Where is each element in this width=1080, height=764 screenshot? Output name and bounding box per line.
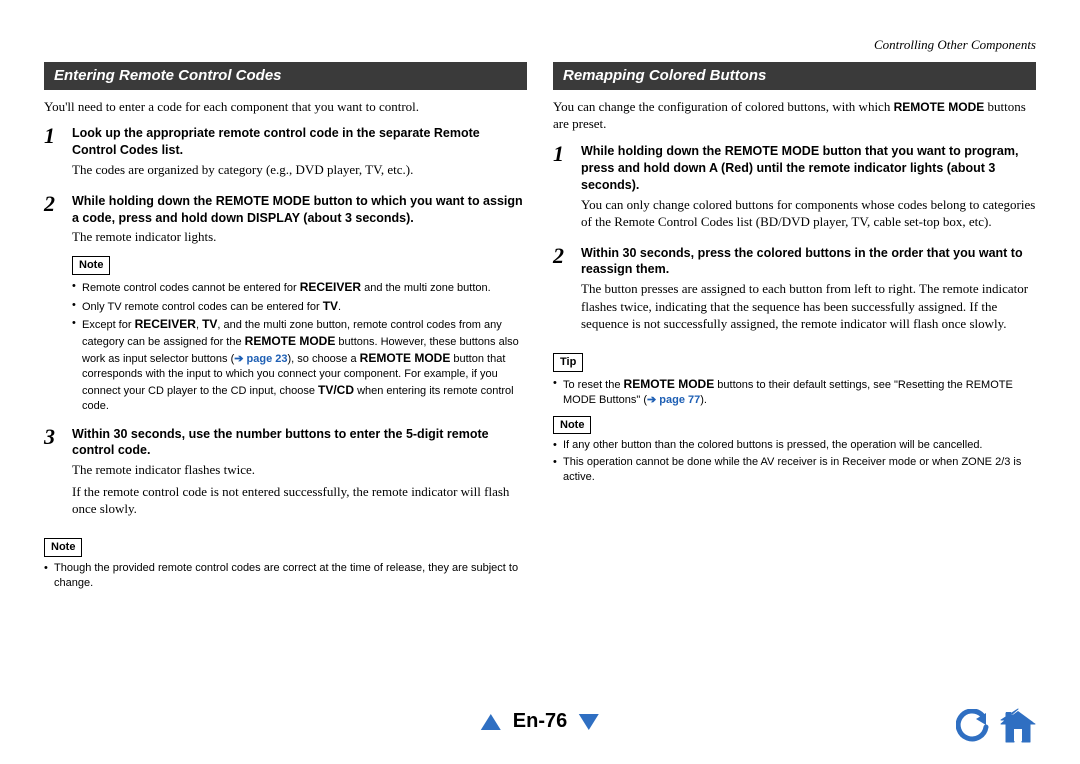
step-number: 3 [44, 426, 62, 522]
tip-list: To reset the REMOTE MODE buttons to thei… [553, 376, 1036, 408]
home-icon[interactable] [1000, 708, 1036, 744]
step-desc: The button presses are assigned to each … [581, 280, 1036, 333]
content-columns: Entering Remote Control Codes You'll nee… [44, 62, 1036, 593]
right-intro: You can change the configuration of colo… [553, 98, 1036, 133]
right-section-title: Remapping Colored Buttons [553, 62, 1036, 90]
pager: En-76 [481, 708, 599, 735]
step-title: Look up the appropriate remote control c… [72, 125, 527, 159]
step-title: While holding down the REMOTE MODE butto… [581, 143, 1036, 194]
chapter-title: Controlling Other Components [44, 36, 1036, 54]
left-intro: You'll need to enter a code for each com… [44, 98, 527, 116]
step-title: While holding down the REMOTE MODE butto… [72, 193, 527, 227]
next-page-icon[interactable] [579, 714, 599, 730]
step-desc: The remote indicator flashes twice. [72, 461, 527, 479]
note-item: This operation cannot be done while the … [553, 455, 1036, 485]
right-step-2: 2 Within 30 seconds, press the colored b… [553, 245, 1036, 337]
note-item: Though the provided remote control codes… [44, 561, 527, 591]
left-step-3: 3 Within 30 seconds, use the number butt… [44, 426, 527, 522]
step-number: 2 [44, 193, 62, 416]
right-step-1: 1 While holding down the REMOTE MODE but… [553, 143, 1036, 235]
tip-label: Tip [553, 353, 583, 372]
page-number: En-76 [513, 708, 567, 735]
step-desc: The codes are organized by category (e.g… [72, 161, 527, 179]
left-step-1: 1 Look up the appropriate remote control… [44, 125, 527, 182]
left-section-title: Entering Remote Control Codes [44, 62, 527, 90]
step-number: 2 [553, 245, 571, 337]
note-label: Note [44, 538, 82, 557]
footer-nav: En-76 [0, 708, 1080, 748]
left-column: Entering Remote Control Codes You'll nee… [44, 62, 527, 593]
note-label: Note [553, 416, 591, 435]
right-column: Remapping Colored Buttons You can change… [553, 62, 1036, 593]
note-list: Remote control codes cannot be entered f… [72, 279, 527, 414]
note-item: Remote control codes cannot be entered f… [72, 279, 527, 296]
step-title: Within 30 seconds, use the number button… [72, 426, 527, 460]
step-desc: The remote indicator lights. [72, 228, 527, 246]
step-number: 1 [553, 143, 571, 235]
note-label: Note [72, 256, 110, 275]
back-icon[interactable] [956, 709, 990, 743]
note-item: Only TV remote control codes can be ente… [72, 298, 527, 315]
tip-item: To reset the REMOTE MODE buttons to thei… [553, 376, 1036, 408]
note-item: If any other button than the colored but… [553, 438, 1036, 453]
note-list: If any other button than the colored but… [553, 438, 1036, 485]
step-number: 1 [44, 125, 62, 182]
note-list: Though the provided remote control codes… [44, 561, 527, 591]
left-step-2: 2 While holding down the REMOTE MODE but… [44, 193, 527, 416]
note-item: Except for RECEIVER, TV, and the multi z… [72, 316, 527, 413]
step-title: Within 30 seconds, press the colored but… [581, 245, 1036, 279]
step-desc: If the remote control code is not entere… [72, 483, 527, 518]
prev-page-icon[interactable] [481, 714, 501, 730]
step-desc: You can only change colored buttons for … [581, 196, 1036, 231]
